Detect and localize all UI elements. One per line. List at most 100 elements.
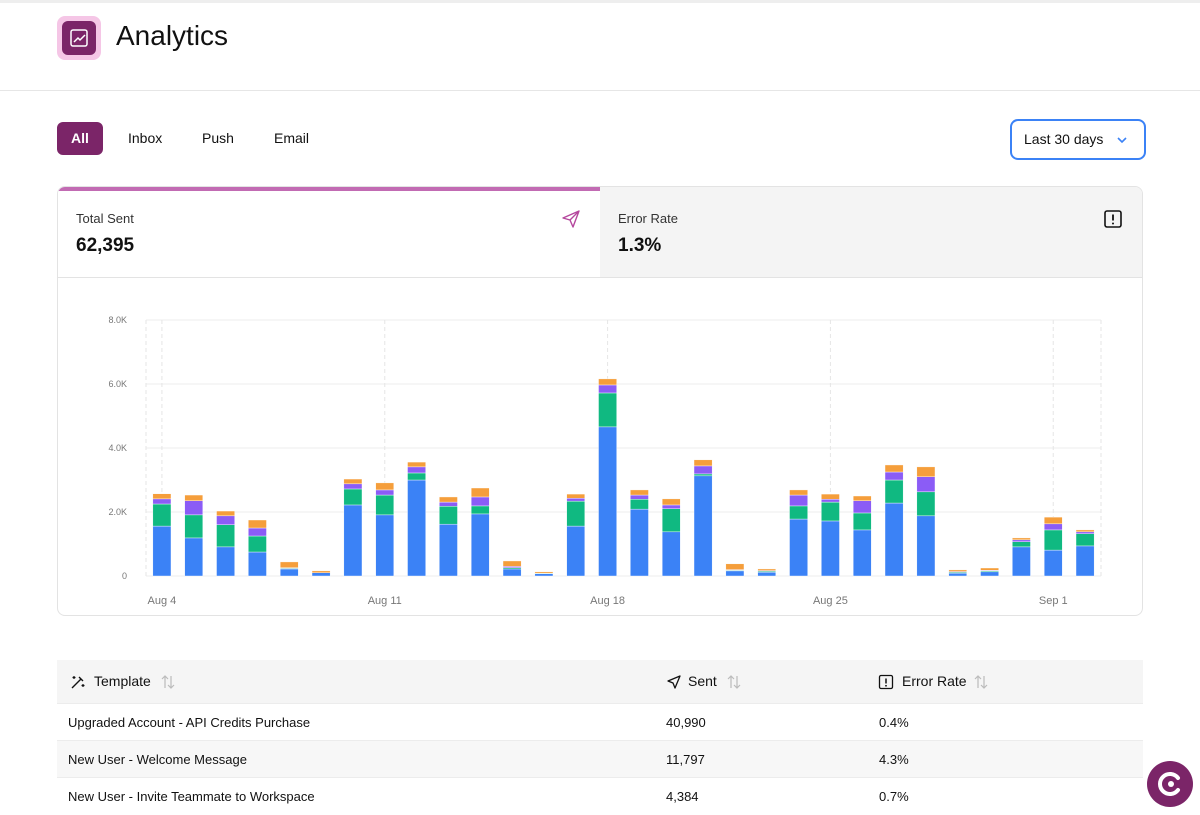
sent-icon: [667, 675, 681, 689]
bar-segment: [916, 476, 936, 493]
bar-segment: [248, 535, 267, 553]
bar-segment: [184, 500, 204, 516]
bar-segment: [343, 478, 363, 485]
bar-segment: [852, 512, 872, 531]
bar-segment: [152, 503, 172, 527]
bar-segment: [661, 498, 681, 506]
sort-icon[interactable]: [726, 674, 742, 690]
template-icon: [71, 676, 85, 689]
x-tick-label: Aug 11: [368, 595, 402, 607]
bar-segment: [980, 567, 999, 571]
table-cell: Upgraded Account - API Credits Purchase: [68, 715, 311, 730]
bar-segment: [1075, 529, 1095, 533]
tab[interactable]: Inbox: [128, 130, 163, 146]
bar-segment: [884, 479, 904, 504]
bar-segment: [916, 466, 936, 478]
bar-segment: [343, 504, 363, 577]
bar-segment: [821, 501, 840, 522]
tab[interactable]: All: [57, 122, 103, 155]
bar-segment: [407, 461, 426, 468]
bar-segment: [884, 502, 904, 577]
bar-segment: [852, 495, 872, 502]
bar-segment: [216, 510, 235, 517]
bar-segment: [216, 515, 235, 525]
bar-segment: [757, 571, 777, 577]
bar-segment: [248, 527, 267, 537]
table-row[interactable]: New User - Welcome Message 11,797 4.3%: [57, 740, 1143, 778]
bar-segment: [439, 501, 458, 507]
chat-button[interactable]: [1147, 761, 1193, 807]
sort-icon[interactable]: [973, 674, 989, 690]
table-row[interactable]: New User - Invite Teammate to Workspace 4…: [57, 777, 1143, 815]
bar-segment: [789, 505, 808, 520]
page-title: Analytics: [116, 20, 229, 51]
table-cell: 11,797: [666, 752, 705, 767]
table-cell: New User - Welcome Message: [68, 752, 247, 767]
bar-segment: [725, 563, 745, 570]
bar-segment: [439, 496, 458, 503]
bar-segment: [152, 493, 172, 500]
bar-segment: [375, 482, 395, 491]
stat-value: 1.3%: [618, 235, 662, 256]
bar-segment: [789, 489, 808, 496]
bar-segment: [757, 568, 777, 571]
y-tick-label: 4.0K: [108, 443, 127, 453]
bar-segment: [343, 483, 363, 490]
bar-segment: [502, 568, 522, 577]
bar-segment: [566, 500, 586, 527]
bar-segment: [884, 464, 904, 473]
table-row[interactable]: Upgraded Account - API Credits Purchase 4…: [57, 703, 1143, 741]
bar-segment: [279, 561, 299, 568]
error-icon: [1104, 210, 1122, 228]
bar-segment: [1012, 541, 1031, 548]
bar-segment: [821, 493, 840, 500]
bar-segment: [1043, 516, 1063, 525]
stat-tab[interactable]: Error Rate 1.3%: [600, 187, 1142, 278]
table-cell: 0.7%: [879, 789, 909, 804]
logo-icon: [70, 29, 88, 47]
x-tick-label: Aug 18: [590, 595, 625, 607]
table-cell: 4,384: [666, 789, 699, 804]
logo: [57, 16, 101, 60]
stat-tab[interactable]: Total Sent 62,395: [58, 187, 600, 278]
bar-segment: [1012, 546, 1031, 577]
bar-segment: [916, 515, 936, 577]
bar-segment: [948, 569, 968, 572]
bar-segment: [884, 471, 904, 481]
bar-segment: [470, 487, 490, 498]
header-divider: [0, 90, 1200, 91]
chat-icon: [1158, 772, 1180, 796]
bar-segment: [216, 546, 235, 577]
date-select[interactable]: Last 30 days: [1010, 119, 1146, 160]
bar-segment: [470, 505, 490, 515]
bar-segment: [852, 500, 872, 514]
bar-segment: [343, 488, 363, 506]
bar-segment: [693, 475, 713, 577]
column-header[interactable]: Template: [94, 673, 151, 689]
bar-segment: [184, 494, 204, 501]
bar-segment: [916, 491, 936, 517]
bar-segment: [248, 519, 267, 529]
column-header[interactable]: Error Rate: [902, 673, 967, 689]
chart: 0 2.0K 4.0K 6.0K 8.0K Aug 4 Aug 11 Aug 18 Aug 25…: [108, 315, 1102, 607]
bar-segment: [598, 392, 617, 428]
tab[interactable]: Push: [202, 130, 234, 146]
sort-icon[interactable]: [160, 674, 176, 690]
active-indicator: [58, 187, 600, 191]
tab[interactable]: Email: [274, 130, 310, 146]
bar-segment: [184, 537, 204, 577]
bar-segment: [725, 570, 745, 577]
bar-segment: [693, 465, 713, 475]
bar-segment: [661, 508, 681, 533]
table-header: Template Sent Error Rate: [57, 660, 1143, 703]
bar-segment: [152, 525, 172, 577]
bar-segment: [789, 494, 808, 507]
column-header[interactable]: Sent: [688, 673, 717, 689]
bar-segment: [948, 572, 968, 577]
table-cell: 4.3%: [879, 752, 909, 767]
bar-segment: [470, 496, 490, 507]
stat-label: Total Sent: [76, 211, 134, 226]
bar-segment: [311, 570, 331, 574]
bar-segment: [439, 523, 458, 577]
